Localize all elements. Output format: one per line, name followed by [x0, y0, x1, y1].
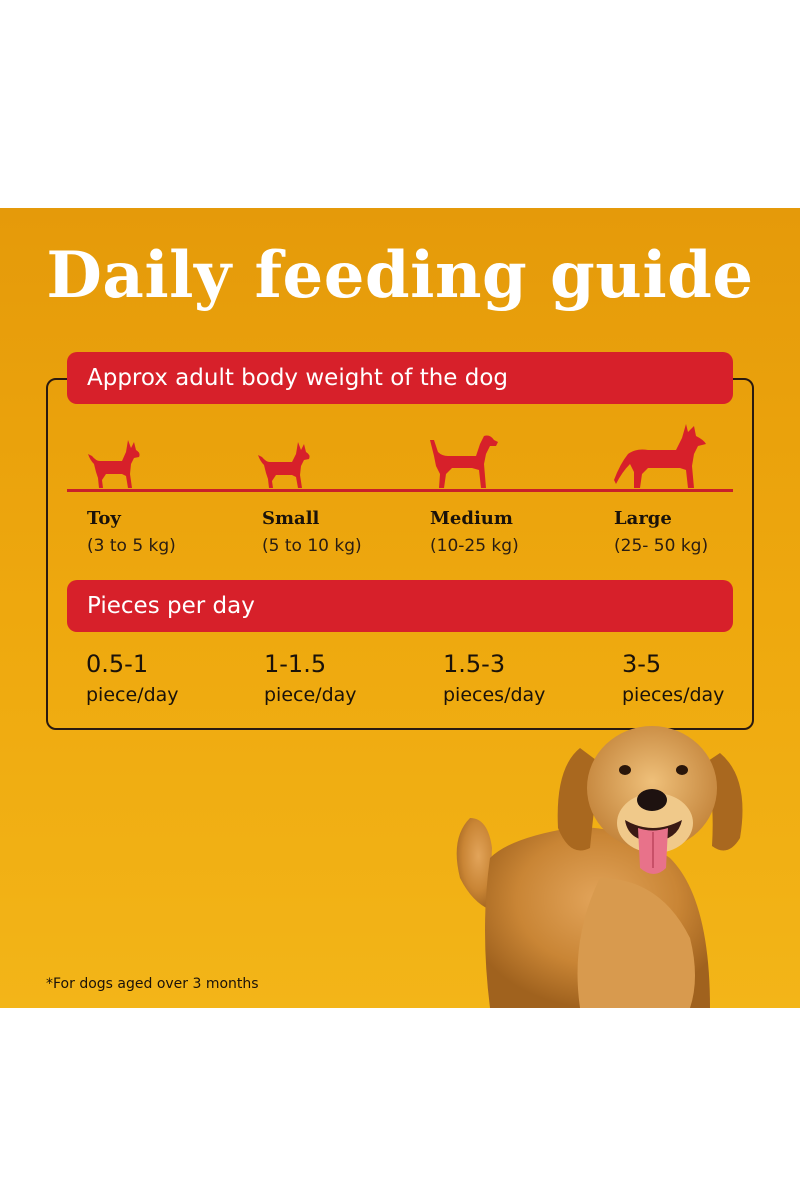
- page-title: Daily feeding guide: [46, 238, 754, 313]
- size-name-small: Small: [262, 508, 320, 529]
- size-name-large: Large: [614, 508, 672, 529]
- pieces-amount-toy: 0.5-1: [86, 650, 149, 678]
- medium-dog-icon: [426, 432, 500, 490]
- pieces-unit-small: piece/day: [264, 684, 357, 706]
- footnote: *For dogs aged over 3 months: [46, 976, 259, 992]
- size-range-large: (25- 50 kg): [614, 536, 709, 556]
- pieces-unit-toy: piece/day: [86, 684, 179, 706]
- size-name-toy: Toy: [87, 508, 121, 529]
- size-range-small: (5 to 10 kg): [262, 536, 362, 556]
- ground-line: [67, 489, 733, 492]
- toy-dog-icon: [84, 436, 142, 490]
- pieces-amount-medium: 1.5-3: [443, 650, 506, 678]
- feeding-guide-panel: Daily feeding guide Approx adult body we…: [0, 208, 800, 1008]
- small-dog-icon: [254, 438, 312, 490]
- size-name-medium: Medium: [430, 508, 513, 529]
- weight-header-bar: Approx adult body weight of the dog: [67, 352, 733, 404]
- size-range-medium: (10-25 kg): [430, 536, 519, 556]
- pieces-amount-large: 3-5: [622, 650, 662, 678]
- large-dog-icon: [614, 422, 708, 490]
- pieces-unit-large: pieces/day: [622, 684, 725, 706]
- pieces-header-bar: Pieces per day: [67, 580, 733, 632]
- golden-retriever-image: [430, 708, 760, 1008]
- pieces-amount-small: 1-1.5: [264, 650, 327, 678]
- pieces-unit-medium: pieces/day: [443, 684, 546, 706]
- size-range-toy: (3 to 5 kg): [87, 536, 176, 556]
